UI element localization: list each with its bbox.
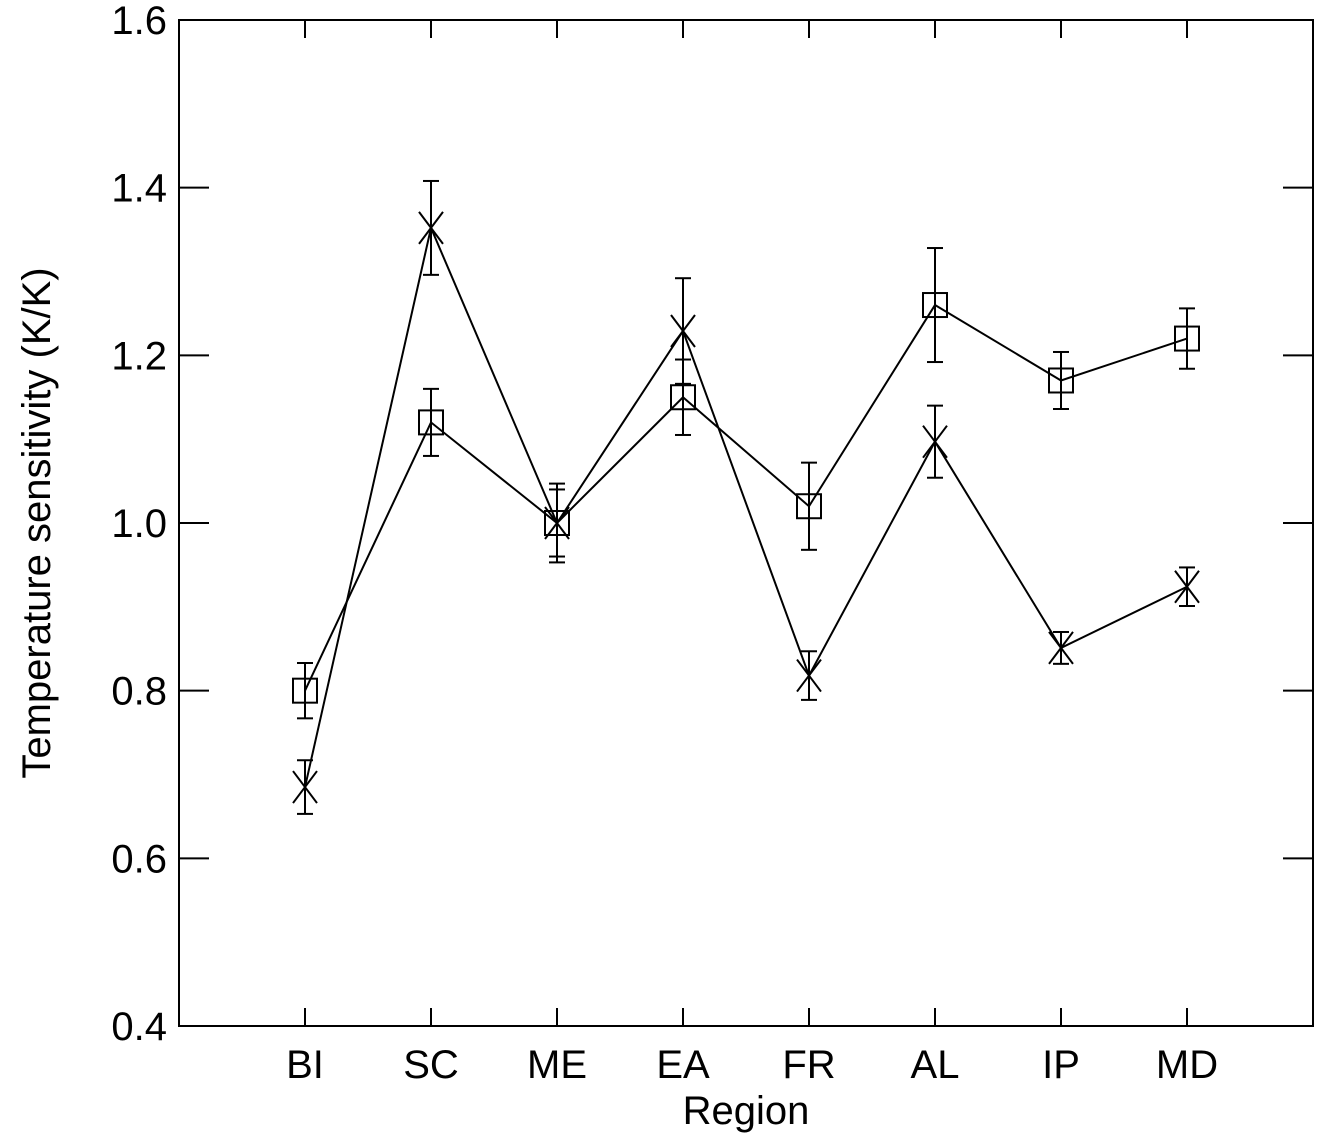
marker-x [1174, 570, 1200, 604]
marker-square [1048, 367, 1074, 394]
y-tick-label: 1.4 [111, 167, 167, 211]
error-bar [801, 461, 817, 551]
y-tick-label: 1.2 [111, 334, 167, 378]
x-tick-label: IP [1042, 1043, 1080, 1087]
y-tick-label: 0.6 [111, 837, 167, 881]
series-line [304, 224, 1188, 788]
x-tick-label: ME [527, 1043, 587, 1087]
y-tick-label: 0.4 [111, 1005, 167, 1049]
y-axis-label: Temperature sensitivity (K/K) [15, 267, 59, 778]
x-tick-label: AL [911, 1043, 960, 1087]
x-tick-label: MD [1156, 1043, 1218, 1087]
marker-x [796, 658, 822, 693]
series-line [304, 303, 1188, 692]
error-bar [423, 387, 439, 457]
marker-x [1048, 631, 1074, 665]
marker-square [922, 292, 948, 319]
y-tick-label: 0.8 [111, 670, 167, 714]
marker-square [796, 493, 822, 520]
y-tick-label: 1.0 [111, 502, 167, 546]
x-tick-label: FR [782, 1043, 835, 1087]
marker-x [670, 314, 696, 348]
plot-frame [178, 19, 1314, 1027]
x-tick-label: EA [656, 1043, 710, 1087]
x-tick-label: BI [286, 1043, 324, 1087]
y-tick-label: 1.6 [111, 0, 167, 43]
x-tick-label: SC [403, 1043, 459, 1087]
error-bar [1053, 350, 1069, 410]
marker-x [418, 211, 444, 245]
error-bar [927, 247, 943, 364]
marker-square [418, 409, 444, 436]
marker-x [292, 770, 318, 804]
marker-square [670, 384, 696, 411]
marker-square [1174, 325, 1200, 352]
error-bar [1179, 307, 1195, 370]
marker-x [544, 506, 570, 540]
marker-square [292, 677, 318, 704]
marker-x [922, 425, 948, 459]
x-axis-label: Region [683, 1089, 810, 1133]
error-bar [297, 662, 313, 720]
